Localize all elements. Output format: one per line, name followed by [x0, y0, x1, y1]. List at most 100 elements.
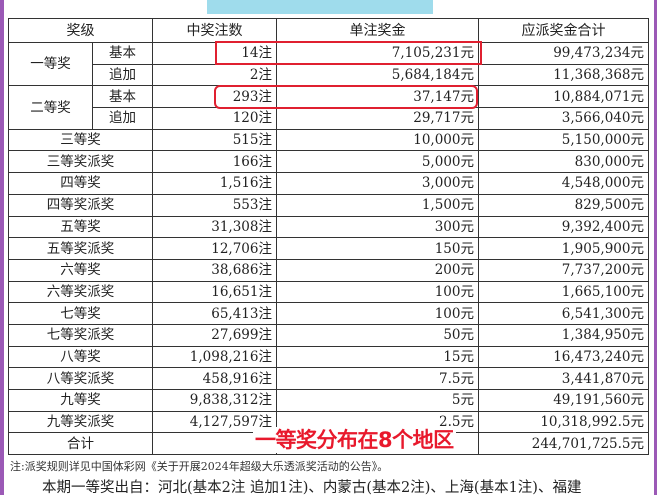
winner-count: 2注	[152, 63, 277, 87]
table-row: 六等奖 38,686注 200元 7,737,200元	[8, 258, 649, 282]
prize-amount: 15元	[276, 345, 479, 369]
table-row: 六等奖派奖 16,651注 100元 1,665,100元	[8, 280, 649, 304]
prize-subtype: 基本	[92, 42, 153, 65]
winner-count: 166注	[152, 150, 277, 174]
table-row: 七等奖派奖 27,699注 50元 1,384,950元	[8, 323, 649, 347]
prize-amount: 3,000元	[276, 172, 479, 195]
table-row: 三等奖派奖 166注 5,000元 830,000元	[8, 150, 649, 174]
winner-count: 553注	[152, 193, 277, 217]
prize-level: 六等奖	[8, 258, 153, 282]
prize-level: 五等奖派奖	[8, 237, 153, 260]
prize-amount: 100元	[276, 302, 479, 325]
prize-total: 49,191,560元	[478, 389, 649, 412]
winner-count: 38,686注	[152, 258, 277, 282]
highlight-box-second-prize	[214, 85, 478, 109]
prize-amount: 5,000元	[276, 150, 479, 174]
table-row: 八等奖派奖 458,916注 7.5元 3,441,870元	[8, 367, 649, 390]
winners-info: 本期一等奖出自：河北(基本2注 追加1注)、内蒙古(基本2注)、上海(基本1注)…	[42, 480, 582, 496]
table-row: 追加 120注 29,717元 3,566,040元	[9, 107, 649, 130]
prize-total: 4,548,000元	[478, 172, 649, 195]
prize-level: 八等奖派奖	[8, 367, 153, 390]
prize-amount: 150元	[276, 237, 479, 260]
prize-amount: 1,500元	[276, 193, 479, 217]
table-row: 八等奖 1,098,216注 15元 16,473,240元	[8, 345, 649, 369]
winner-count: 1,098,216注	[152, 345, 277, 369]
grand-total: 244,701,725.5元	[478, 432, 649, 456]
winner-count: 120注	[152, 107, 277, 130]
prize-level: 四等奖	[8, 172, 153, 195]
header-total: 应派奖金合计	[478, 18, 649, 43]
prize-table: 奖级 中奖注数 单注奖金 应派奖金合计 一等奖 基本 14注 7,105,231元 99…	[8, 18, 649, 456]
prize-amount: 300元	[276, 215, 479, 239]
table-header: 奖级 中奖注数 单注奖金 应派奖金合计	[8, 18, 649, 43]
prize-level: 七等奖派奖	[8, 323, 153, 347]
table-row: 一等奖 基本 14注 7,105,231元 99,473,234元	[8, 41, 649, 87]
prize-level: 六等奖派奖	[8, 280, 153, 304]
table-row: 七等奖 65,413注 100元 6,541,300元	[8, 302, 649, 325]
table-row: 五等奖 31,308注 300元 9,392,400元	[8, 215, 649, 239]
header-level: 奖级	[8, 18, 153, 43]
prize-amount: 100元	[276, 280, 479, 304]
winner-count: 65,413注	[152, 302, 277, 325]
prize-amount: 200元	[276, 258, 479, 282]
winner-count: 27,699注	[152, 323, 277, 347]
table-row: 追加 2注 5,684,184元 11,368,368元	[9, 63, 649, 87]
prize-amount: 5,684,184元	[276, 63, 479, 87]
prize-total: 9,392,400元	[478, 215, 649, 239]
prize-total: 1,665,100元	[478, 280, 649, 304]
prize-level: 七等奖	[8, 302, 153, 325]
prize-level: 八等奖	[8, 345, 153, 369]
footnote: 注:派奖规则详见中国体彩网《关于开展2024年超级大乐透派奖活动的公告》。	[10, 460, 389, 473]
prize-level: 一等奖	[8, 41, 93, 87]
table-row: 四等奖 1,516注 3,000元 4,548,000元	[8, 172, 649, 195]
prize-amount: 5元	[276, 389, 479, 412]
left-frame-border	[0, 0, 4, 495]
prize-total: 1,905,900元	[478, 237, 649, 260]
prize-amount: 10,000元	[276, 128, 479, 152]
prize-total: 5,150,000元	[478, 128, 649, 152]
winner-count: 31,308注	[152, 215, 277, 239]
prize-total: 3,441,870元	[478, 367, 649, 390]
prize-total: 829,500元	[478, 193, 649, 217]
prize-level: 四等奖派奖	[8, 193, 153, 217]
prize-subtype: 追加	[92, 107, 153, 130]
winner-count: 9,838,312注	[152, 389, 277, 412]
overlay-caption: 一等奖分布在8个地区	[253, 427, 456, 453]
table-row: 九等奖 9,838,312注 5元 49,191,560元	[8, 389, 649, 412]
prize-subtype: 基本	[92, 85, 153, 109]
prize-total: 7,737,200元	[478, 258, 649, 282]
table-row: 五等奖派奖 12,706注 150元 1,905,900元	[8, 237, 649, 260]
prize-total: 3,566,040元	[478, 107, 649, 130]
header-count: 中奖注数	[152, 18, 277, 43]
prize-subtype: 追加	[92, 63, 153, 87]
prize-amount: 7.5元	[276, 367, 479, 390]
winner-count: 12,706注	[152, 237, 277, 260]
winner-count: 16,651注	[152, 280, 277, 304]
prize-total: 11,368,368元	[478, 63, 649, 87]
prize-total: 1,384,950元	[478, 323, 649, 347]
prize-amount: 29,717元	[276, 107, 479, 130]
right-frame-border	[654, 0, 657, 495]
winner-count: 458,916注	[152, 367, 277, 390]
winner-count: 1,516注	[152, 172, 277, 195]
prize-total: 6,541,300元	[478, 302, 649, 325]
prize-level: 二等奖	[8, 85, 93, 130]
prize-total: 830,000元	[478, 150, 649, 174]
table-row: 三等奖 515注 10,000元 5,150,000元	[8, 128, 649, 152]
prize-level: 九等奖派奖	[8, 410, 153, 434]
total-label: 合计	[8, 432, 153, 456]
winner-count: 4,127,597注	[152, 410, 277, 434]
highlight-box-first-prize	[215, 41, 482, 65]
prize-total: 10,318,992.5元	[478, 410, 649, 434]
prize-level: 九等奖	[8, 389, 153, 412]
prize-amount: 50元	[276, 323, 479, 347]
winner-count: 515注	[152, 128, 277, 152]
prize-level: 三等奖	[8, 128, 153, 152]
prize-total: 10,884,071元	[478, 85, 649, 109]
prize-total: 99,473,234元	[478, 42, 649, 65]
prize-level: 五等奖	[8, 215, 153, 239]
title-banner	[207, 0, 433, 14]
prize-total: 16,473,240元	[478, 345, 649, 369]
prize-level: 三等奖派奖	[8, 150, 153, 174]
header-prize: 单注奖金	[276, 18, 479, 43]
